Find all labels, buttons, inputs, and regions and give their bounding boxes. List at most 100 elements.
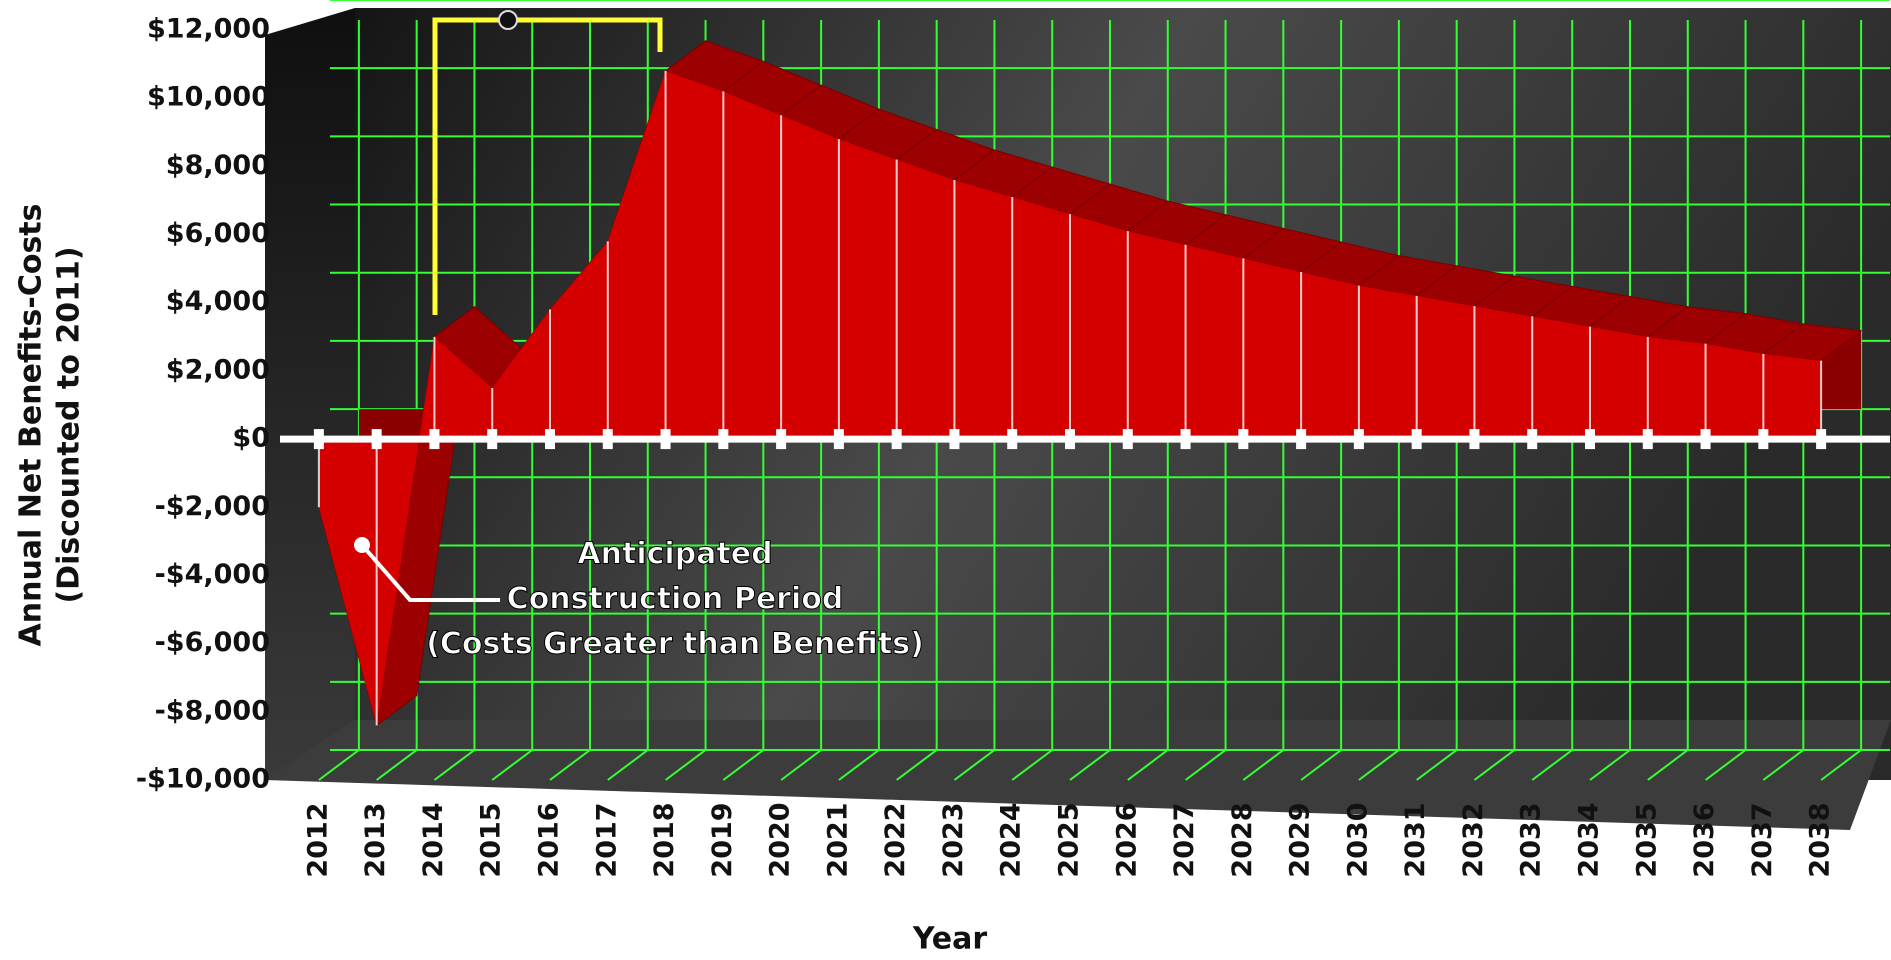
floor-line	[1416, 749, 1458, 781]
y-tick-label: -$8,000	[155, 695, 270, 726]
y-tick-label: -$6,000	[155, 627, 270, 658]
y-tick-label: -$10,000	[136, 764, 270, 795]
zero-tick	[1353, 429, 1364, 450]
x-tick-label: 2020	[765, 802, 796, 877]
x-tick-label: 2014	[418, 802, 449, 877]
annotation-text: Construction Period	[507, 582, 844, 617]
zero-tick	[660, 429, 671, 450]
x-tick-label: 2025	[1054, 802, 1085, 877]
zero-tick	[602, 429, 613, 450]
x-tick-label: 2017	[591, 802, 622, 877]
floor-line	[1011, 749, 1053, 781]
x-tick-label: 2028	[1227, 802, 1258, 877]
x-tick-label: 2016	[534, 802, 565, 877]
x-tick-label: 2032	[1458, 802, 1489, 877]
floor-line	[1473, 749, 1516, 781]
y-tick-label: $4,000	[166, 286, 270, 317]
x-tick-label: 2029	[1285, 802, 1316, 877]
zero-tick	[1238, 429, 1249, 450]
zero-tick	[1065, 429, 1075, 450]
annotation-dot	[354, 537, 370, 553]
floor-line	[780, 749, 822, 781]
bracket-dot	[498, 10, 518, 30]
x-tick-label: 2036	[1689, 802, 1720, 877]
zero-tick	[1180, 429, 1191, 450]
x-tick-label: 2022	[880, 802, 911, 877]
zero-tick	[1758, 429, 1769, 450]
area-top	[1762, 323, 1863, 362]
y-tick-label: $0	[232, 423, 270, 454]
x-tick-label: 2013	[360, 802, 391, 877]
floor-line	[318, 749, 360, 781]
floor-line	[1589, 749, 1631, 781]
bracket	[432, 17, 663, 315]
zero-tick	[1296, 429, 1307, 450]
x-tick-label: 2024	[996, 802, 1027, 877]
zero-tick	[1122, 429, 1133, 450]
zero-tick	[833, 429, 844, 450]
y-tick-label: $12,000	[147, 14, 270, 45]
floor-line	[896, 749, 938, 781]
floor-line	[1127, 749, 1169, 781]
x-tick-label: 2030	[1342, 802, 1373, 877]
zero-tick	[1411, 429, 1422, 450]
x-tick-label: 2038	[1805, 802, 1836, 877]
x-tick-label: 2018	[649, 802, 680, 877]
zero-tick	[891, 429, 902, 450]
zero-tick	[1585, 429, 1595, 450]
x-tick-label: 2015	[476, 802, 507, 877]
x-tick-label: 2033	[1516, 802, 1547, 877]
zero-tick	[1007, 429, 1018, 450]
zero-tick	[487, 429, 498, 450]
floor-line	[1300, 749, 1342, 781]
annotation-text: (Costs Greater than Benefits)	[426, 627, 924, 662]
floor-line	[491, 749, 533, 781]
floor-line	[664, 749, 707, 781]
x-tick-label: 2026	[1111, 802, 1142, 877]
floor-line	[376, 749, 418, 781]
zero-tick	[1700, 429, 1711, 450]
y-tick-label: $10,000	[147, 82, 270, 113]
zero-tick	[545, 429, 555, 450]
y-tick-label: $6,000	[166, 218, 270, 249]
floor-line	[838, 749, 880, 781]
y-tick-label: -$4,000	[155, 559, 270, 590]
x-tick-label: 2019	[707, 802, 738, 877]
zero-tick	[1642, 429, 1653, 450]
floor-line	[1820, 749, 1862, 781]
y-axis-title: (Discounted to 2011)	[52, 246, 87, 603]
x-tick-label: 2012	[302, 802, 333, 877]
zero-tick	[949, 429, 960, 450]
x-tick-label: 2034	[1574, 802, 1605, 877]
floor-line	[1647, 749, 1689, 781]
zero-tick	[1527, 429, 1538, 450]
floor-line	[1358, 749, 1400, 781]
floor-line	[607, 749, 649, 781]
floor-line	[1184, 749, 1227, 781]
floor-line	[953, 749, 996, 781]
floor-line	[1069, 749, 1111, 781]
floor-line	[1704, 749, 1747, 781]
annotation-text: Anticipated	[577, 537, 772, 572]
zero-tick	[1816, 429, 1827, 450]
y-tick-label: $8,000	[166, 150, 270, 181]
zero-tick	[776, 429, 787, 450]
x-tick-label: 2023	[938, 802, 969, 877]
x-tick-label: 2035	[1631, 802, 1662, 877]
floor-line	[1242, 749, 1284, 781]
x-tick-label: 2037	[1747, 802, 1778, 877]
x-axis-title: Year	[912, 922, 988, 957]
x-tick-label: 2031	[1400, 802, 1431, 877]
annotation-leader	[360, 543, 500, 602]
x-tick-label: 2027	[1169, 802, 1200, 877]
zero-tick	[1469, 429, 1480, 450]
y-axis-title: Annual Net Benefits-Costs	[14, 204, 49, 647]
zero-tick	[718, 429, 729, 450]
x-tick-label: 2021	[822, 802, 853, 877]
floor-line	[433, 749, 476, 781]
zero-tick	[313, 429, 324, 450]
floor-line	[1762, 749, 1804, 781]
floor-line	[1531, 749, 1573, 781]
zero-tick	[371, 429, 382, 450]
